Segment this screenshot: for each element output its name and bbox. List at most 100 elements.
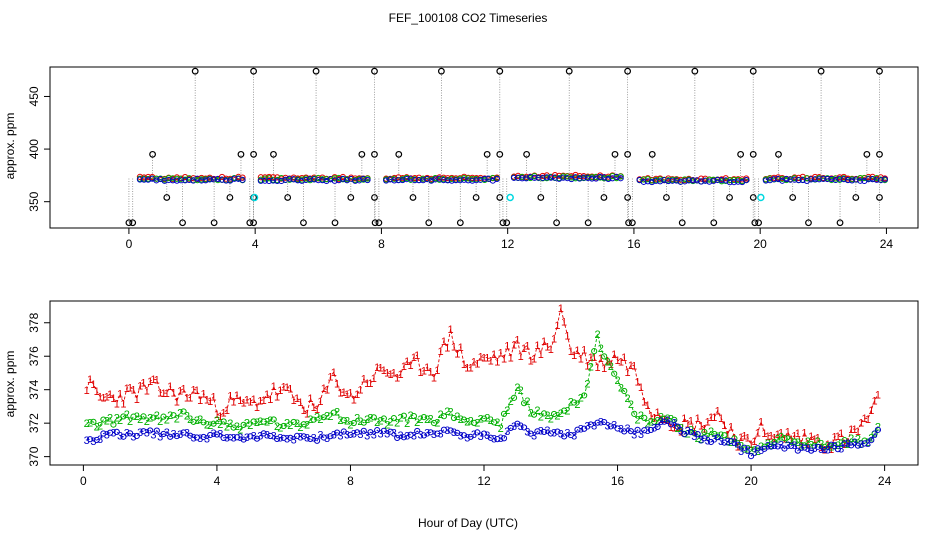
bottom-series-3-point <box>120 433 127 440</box>
top-series-blue-point <box>391 177 398 184</box>
bottom-series-1-label: 1 <box>508 353 514 365</box>
bottom-series-3-label: 3 <box>237 432 243 444</box>
bottom-series-2-label: 2 <box>287 420 293 432</box>
top-calibration-point <box>749 67 757 75</box>
top-series-green-point <box>657 176 664 183</box>
bottom-series-3-label: 3 <box>518 421 524 433</box>
bottom-series-1-label: 1 <box>591 352 597 364</box>
bottom-series-1-label: 1 <box>681 413 687 425</box>
bottom-series-1-label: 1 <box>678 426 684 438</box>
bottom-series-3-label: 3 <box>411 430 417 442</box>
bottom-series-1-label: 1 <box>474 359 480 371</box>
bottom-series-1-label: 1 <box>584 361 590 373</box>
bottom-series-2-point <box>460 416 468 423</box>
top-series-red-point <box>257 174 264 181</box>
bottom-series-1-label: 1 <box>715 406 721 418</box>
bottom-series-3-point <box>193 434 200 441</box>
bottom-series-1-label: 1 <box>775 429 781 441</box>
bottom-series-2-label: 2 <box>618 383 624 395</box>
bottom-series-2-point <box>440 413 448 420</box>
bottom-series-3-point <box>227 434 234 441</box>
bottom-series-2-label: 2 <box>534 405 540 417</box>
bottom-series-2-point <box>871 430 878 437</box>
bottom-series-2-label: 2 <box>424 414 430 426</box>
bottom-series-3-label: 3 <box>177 429 183 441</box>
bottom-series-3-label: 3 <box>571 430 577 442</box>
top-series-blue-point <box>844 176 852 184</box>
top-series-blue-point <box>306 175 314 183</box>
bottom-series-3-label: 3 <box>818 444 824 456</box>
bottom-series-2-label: 2 <box>558 408 564 420</box>
bottom-series-1-label: 1 <box>364 378 370 390</box>
bottom-series-2-point <box>520 400 528 407</box>
bottom-series-2-label: 2 <box>277 423 283 435</box>
bottom-series-3-point <box>240 436 247 443</box>
bottom-y-axis-label: approx. ppm <box>3 351 17 418</box>
bottom-series-3-label: 3 <box>531 431 537 443</box>
top-series-green-point <box>335 174 342 182</box>
bottom-series-3-label: 3 <box>331 429 337 441</box>
bottom-series-3-label: 3 <box>397 430 403 442</box>
top-series-blue-point <box>783 175 790 183</box>
bottom-series-1-label: 1 <box>271 381 277 393</box>
bottom-series-2-label: 2 <box>217 419 223 431</box>
bottom-series-1-label: 1 <box>805 439 811 451</box>
bottom-series-3-label: 3 <box>745 445 751 457</box>
bottom-series-1-label: 1 <box>130 384 136 396</box>
bottom-series-1-label: 1 <box>524 340 530 352</box>
top-calibration-point <box>726 194 733 201</box>
bottom-series-1-label: 1 <box>544 341 550 353</box>
bottom-series-3-point <box>514 420 521 427</box>
bottom-series-2-label: 2 <box>334 406 340 418</box>
top-calibration-point <box>163 194 171 201</box>
bottom-series-1-label: 1 <box>862 413 868 425</box>
bottom-series-2-label: 2 <box>795 437 801 449</box>
top-calibration-point <box>624 67 632 75</box>
top-calibration-point <box>499 219 507 227</box>
bottom-series-2-point <box>821 443 828 450</box>
bottom-series-3-point <box>160 430 167 438</box>
bottom-series-3-label: 3 <box>598 417 604 429</box>
bottom-series-3-point <box>808 447 815 454</box>
bottom-series-1-label: 1 <box>501 354 507 366</box>
top-series-blue-point <box>853 176 860 183</box>
bottom-series-2-label: 2 <box>267 415 273 427</box>
top-series-blue-point <box>597 173 604 181</box>
bottom-series-2-label: 2 <box>354 413 360 425</box>
bottom-series-1-label: 1 <box>811 434 817 446</box>
bottom-x-tick-label: 12 <box>477 474 491 488</box>
bottom-series-1-label: 1 <box>401 361 407 373</box>
bottom-series-3-label: 3 <box>811 443 817 455</box>
bottom-x-tick-label: 4 <box>214 474 221 488</box>
bottom-series-1-label: 1 <box>588 352 594 364</box>
bottom-series-1-label: 1 <box>387 369 393 381</box>
top-cyan-marker <box>757 193 765 202</box>
top-series-green-point <box>779 175 786 182</box>
top-cyan-marker <box>506 193 514 202</box>
bottom-series-3-point <box>781 445 788 452</box>
bottom-series-2-label: 2 <box>808 440 814 452</box>
bottom-series-3-point <box>681 431 688 438</box>
bottom-series-2-label: 2 <box>705 431 711 443</box>
bottom-series-1-label: 1 <box>304 409 310 421</box>
bottom-series-1-label: 1 <box>224 405 230 417</box>
bottom-series-3-point <box>574 426 581 433</box>
bottom-series-1-label: 1 <box>831 431 837 443</box>
bottom-series-3-label: 3 <box>478 431 484 443</box>
bottom-series-2-point <box>711 430 718 438</box>
bottom-series-3-point <box>260 430 267 437</box>
bottom-series-1-label: 1 <box>738 432 744 444</box>
bottom-series-2-label: 2 <box>117 415 123 427</box>
bottom-series-1-label: 1 <box>351 395 357 407</box>
bottom-series-3-point <box>874 426 882 433</box>
bottom-series-3-label: 3 <box>551 428 557 440</box>
bottom-series-1-label: 1 <box>541 336 547 348</box>
bottom-series-3-point <box>721 439 728 446</box>
bottom-series-3-label: 3 <box>311 433 317 445</box>
bottom-series-3-point <box>594 419 601 426</box>
bottom-series-3-label: 3 <box>504 426 510 438</box>
top-x-tick-label: 24 <box>880 237 894 251</box>
bottom-series-3-point <box>727 438 735 445</box>
top-series-blue-point <box>415 177 423 184</box>
